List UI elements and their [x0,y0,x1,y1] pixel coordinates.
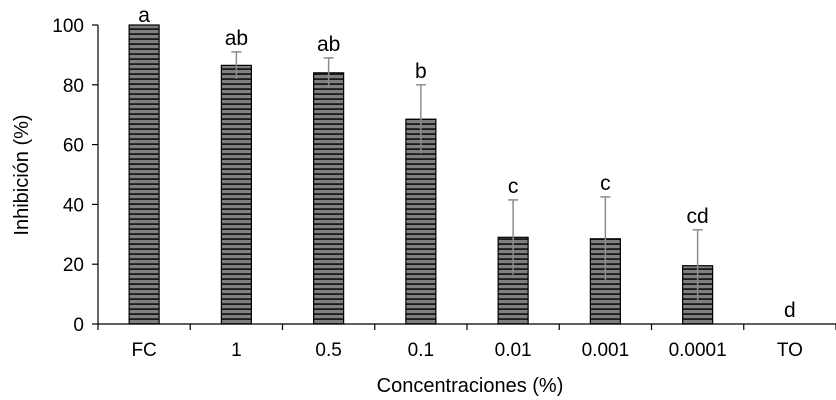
x-tick-label: 1 [231,340,242,361]
significance-label: c [600,172,611,195]
significance-labels: a ab ab b c c cd d [138,4,795,322]
x-tick-label: 0.0001 [669,340,727,361]
y-tick-label: 100 [52,16,84,37]
significance-label: c [508,175,519,198]
x-tick-label: TO [777,340,803,361]
x-tick-label: 0.001 [582,340,630,361]
significance-label: d [784,299,796,322]
y-tick-label: 0 [73,315,84,336]
significance-label: ab [317,33,340,56]
x-axis-title: Concentraciones (%) [377,375,564,397]
x-tick-label: FC [131,340,156,361]
x-tick-label: 0.01 [495,340,532,361]
y-tick-label: 20 [63,255,84,276]
x-tick-label: 0.1 [408,340,434,361]
y-tick-label: 80 [63,76,84,97]
significance-label: cd [687,205,709,228]
x-tick-label: 0.5 [315,340,341,361]
x-axis: FC 1 0.5 0.1 0.01 0.001 0.0001 TO [97,323,836,361]
bar [128,24,160,325]
y-tick-label: 40 [63,195,84,216]
y-axis: 0 20 40 60 80 100 [52,16,99,336]
bar [313,72,345,325]
error-bars [231,51,703,302]
y-axis-title: Inhibición (%) [11,114,33,235]
bar [220,64,252,325]
significance-label: b [415,60,427,83]
significance-label: ab [225,27,248,50]
significance-label: a [138,4,150,27]
y-tick-label: 60 [63,136,84,157]
